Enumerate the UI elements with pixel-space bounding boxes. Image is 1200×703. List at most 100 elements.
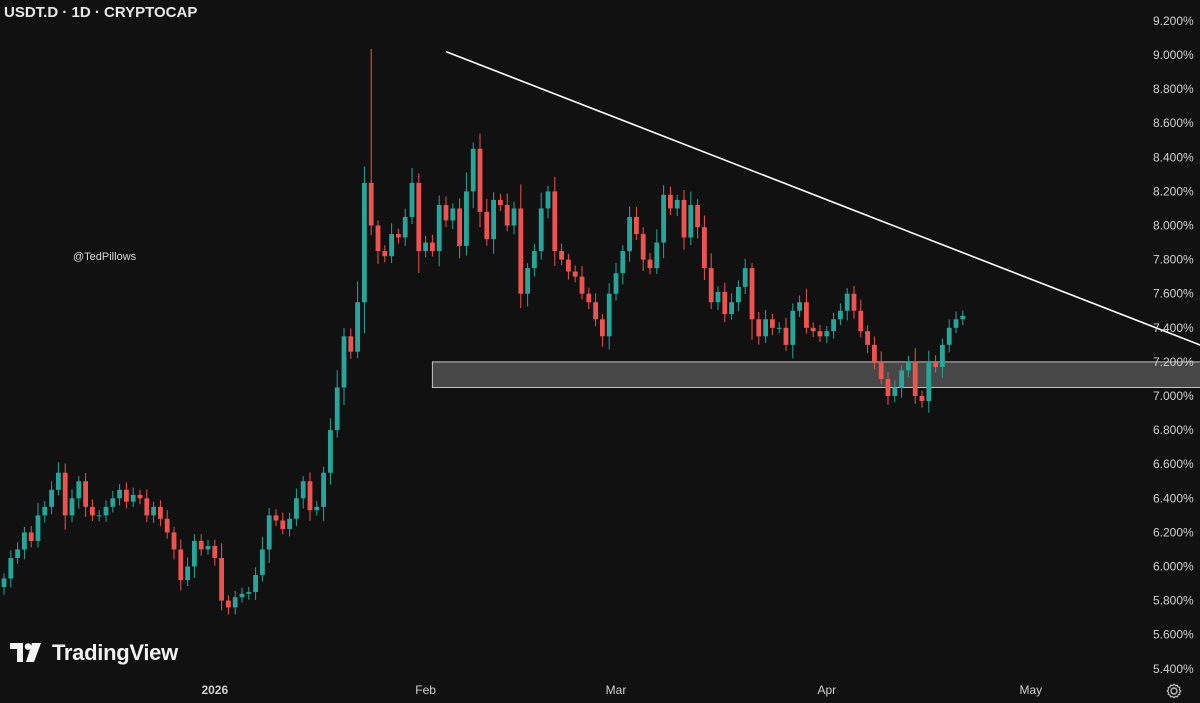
candle-body (450, 208, 455, 220)
candle-body (906, 362, 911, 371)
candle-body (933, 362, 938, 367)
candle-body (729, 302, 734, 314)
candle-body (342, 336, 347, 387)
price-tick-label: 7.600% (1153, 287, 1194, 301)
price-tick-label: 8.000% (1153, 219, 1194, 233)
candle-body (518, 208, 523, 293)
candle-body (185, 567, 190, 581)
candle-body (954, 319, 959, 328)
candle-body (260, 549, 265, 575)
candle-body (97, 515, 102, 516)
tradingview-logo-icon (10, 643, 44, 663)
candle-body (614, 273, 619, 293)
candle-body (498, 200, 503, 205)
candle-body (423, 243, 428, 252)
candle-body (886, 379, 891, 396)
candle-body (532, 251, 537, 268)
price-tick-label: 6.800% (1153, 423, 1194, 437)
candle-body (654, 243, 659, 269)
candle-body (627, 217, 632, 251)
candle-body (430, 243, 435, 252)
candle-body (852, 294, 857, 311)
candle-body (641, 234, 646, 260)
price-tick-label: 8.600% (1153, 116, 1194, 130)
candle-body (804, 302, 809, 328)
candle-body (396, 234, 401, 237)
candle-body (416, 183, 421, 251)
candle-body (253, 575, 258, 592)
candle-body (280, 520, 285, 529)
price-tick-label: 7.800% (1153, 253, 1194, 267)
candle-body (505, 205, 510, 225)
trendline[interactable] (446, 52, 1200, 359)
support-zone-layer (432, 362, 1200, 388)
candle-body (634, 217, 639, 234)
candle-body (682, 200, 687, 238)
candle-body (811, 328, 816, 331)
price-tick-label: 7.200% (1153, 355, 1194, 369)
candle-body (879, 362, 884, 379)
candle-body (892, 387, 897, 396)
candle-body (287, 519, 292, 529)
candle-body (267, 515, 272, 549)
candle-body (709, 268, 714, 302)
candle-body (110, 498, 115, 507)
price-tick-label: 9.000% (1153, 48, 1194, 62)
candle-body (36, 515, 41, 541)
candle-body (389, 234, 394, 256)
candle-body (797, 302, 802, 311)
candle-body (858, 311, 863, 331)
candle-body (790, 311, 795, 345)
candle-body (457, 208, 462, 246)
candle-body (920, 396, 925, 401)
candle-body (138, 495, 143, 498)
candle-body (818, 331, 823, 336)
candle-body (22, 532, 27, 549)
candle-body (131, 495, 136, 502)
candle-body (763, 319, 768, 336)
candle-body (63, 473, 68, 516)
candle-body (355, 302, 360, 351)
price-tick-label: 6.600% (1153, 457, 1194, 471)
candle-body (165, 519, 170, 533)
candle-body (158, 507, 163, 519)
candle-body (410, 183, 415, 217)
candle-body (716, 292, 721, 302)
candle-body (756, 319, 761, 336)
candle-body (947, 328, 952, 345)
candle-body (328, 430, 333, 473)
candle-body (376, 226, 381, 252)
candle-body (233, 597, 238, 607)
tradingview-wordmark: TradingView (52, 640, 178, 666)
candle-body (8, 558, 13, 578)
price-tick-label: 5.800% (1153, 594, 1194, 608)
candle-body (29, 532, 34, 541)
price-tick-label: 8.800% (1153, 82, 1194, 96)
candle-body (321, 473, 326, 507)
candle-body (90, 507, 95, 516)
candle-body (219, 558, 224, 601)
candle-body (750, 268, 755, 319)
candle-body (722, 292, 727, 314)
time-tick-label: Feb (415, 683, 436, 697)
candle-body (308, 481, 313, 510)
candle-body (586, 294, 591, 303)
candle-body (274, 515, 279, 520)
price-tick-label: 6.000% (1153, 560, 1194, 574)
candle-body (736, 287, 741, 302)
candle-body (845, 294, 850, 311)
candle-body (784, 328, 789, 345)
candle-body (444, 205, 449, 220)
candle-body (199, 541, 204, 550)
candle-body (2, 578, 7, 587)
price-tick-label: 7.400% (1153, 321, 1194, 335)
candle-body (872, 345, 877, 362)
gear-icon[interactable] (1166, 683, 1182, 699)
candle-body (369, 183, 374, 226)
candle-body (15, 549, 20, 558)
price-tick-label: 8.200% (1153, 184, 1194, 198)
candle-body (178, 549, 183, 580)
candle-body (240, 594, 245, 597)
candle-body (464, 191, 469, 246)
